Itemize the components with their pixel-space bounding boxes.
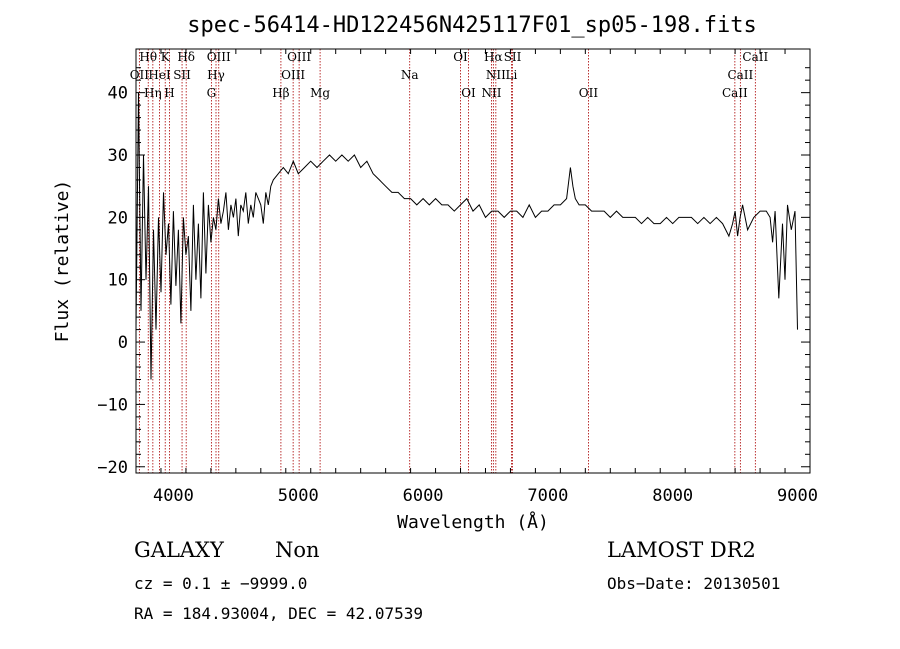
classification-label: GALAXY <box>134 538 224 562</box>
y-tick-label: 10 <box>108 271 128 291</box>
survey-label: LAMOST DR2 <box>607 538 756 562</box>
spectral-line-label: OI <box>453 50 468 64</box>
spectral-line-label: SII <box>173 68 191 82</box>
coordinates-text: RA = 184.93004, DEC = 42.07539 <box>134 604 423 623</box>
spectral-line-label: Mg <box>310 86 330 100</box>
spectral-line-label: CaII <box>727 68 753 82</box>
spectral-line-label: G <box>207 86 217 100</box>
spectral-line-label: Hη <box>144 86 162 100</box>
spectral-line-label: Li <box>506 68 518 82</box>
spectral-line-label: Hβ <box>272 86 289 100</box>
x-tick-label: 5000 <box>278 486 319 506</box>
spectral-line-label: OI <box>461 86 476 100</box>
spectral-line-label: OIII <box>287 50 311 64</box>
y-axis-label: Flux (relative) <box>52 180 73 343</box>
spectral-line-label: NII <box>486 68 506 82</box>
spectrum-series-line <box>135 92 798 380</box>
x-tick-label: 6000 <box>403 486 444 506</box>
spectral-line-label: Hα <box>484 50 503 64</box>
x-axis: 4000 5000 6000 7000 8000 9000 <box>135 49 818 506</box>
cz-text: cz = 0.1 ± −9999.0 <box>134 574 308 593</box>
y-axis: −20 −10 0 10 20 30 40 <box>97 67 810 478</box>
obs-date-text: Obs−Date: 20130501 <box>607 574 781 593</box>
x-tick-label: 7000 <box>527 486 568 506</box>
spectral-line-label: OIII <box>281 68 305 82</box>
spectral-line-label: OII <box>579 86 599 100</box>
y-tick-label: 20 <box>108 208 128 228</box>
spectral-line-label: Hγ <box>207 68 225 82</box>
x-tick-label: 4000 <box>153 486 194 506</box>
spectral-line-label: HeI <box>148 68 171 82</box>
spectral-line-label: Na <box>401 68 419 82</box>
spectral-line-label: OIII <box>207 50 231 64</box>
x-tick-label: 9000 <box>777 486 818 506</box>
y-tick-label: 40 <box>108 84 128 104</box>
y-tick-label: −10 <box>97 395 128 415</box>
y-tick-label: −20 <box>97 458 128 478</box>
spectral-line-label: Hθ <box>139 50 157 64</box>
y-tick-label: 30 <box>108 146 128 166</box>
y-tick-label: 0 <box>118 333 128 353</box>
spectral-line-label: CaII <box>742 50 768 64</box>
chart-title: spec-56414-HD122456N425117F01_sp05-198.f… <box>187 13 757 38</box>
x-axis-label: Wavelength (Å) <box>397 511 549 533</box>
spectral-line-label: K <box>161 50 171 64</box>
subclass-label: Non <box>275 538 320 562</box>
spectral-line-markers <box>138 49 756 473</box>
spectral-line-label: SII <box>504 50 522 64</box>
x-tick-label: 8000 <box>652 486 693 506</box>
spectral-line-label: H <box>164 86 174 100</box>
spectral-line-label: NII <box>481 86 501 100</box>
spectral-line-label: OII <box>130 68 150 82</box>
spectral-line-label: Hδ <box>177 50 195 64</box>
spectral-line-label: CaII <box>722 86 748 100</box>
plot-frame <box>135 48 811 474</box>
